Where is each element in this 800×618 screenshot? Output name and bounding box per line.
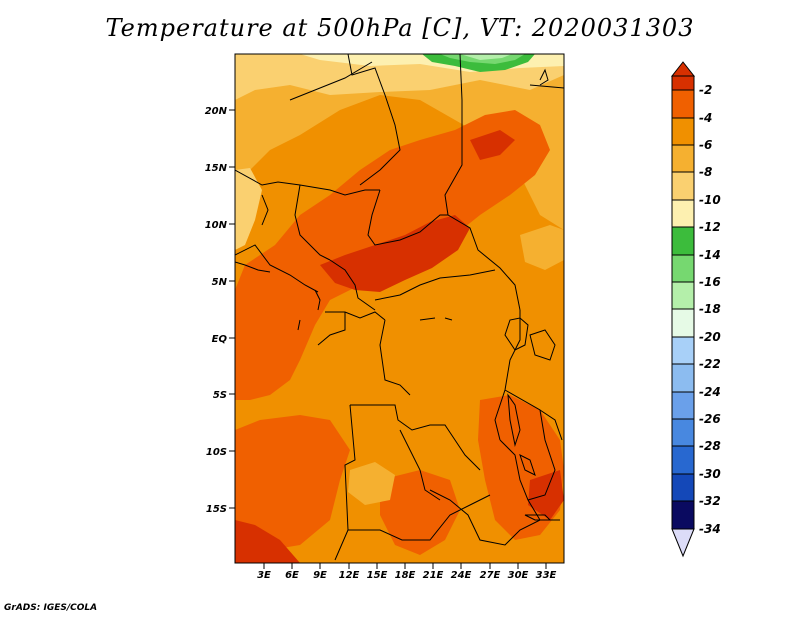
lat-tick-10S: 10S	[206, 447, 235, 458]
lat-label-5N: 5N	[212, 277, 228, 288]
lon-tick-30E: 30E	[508, 563, 529, 581]
colorbar-label-30: -30	[699, 467, 721, 481]
lat-tick-15N: 15N	[205, 163, 235, 174]
colorbar-label-18: -18	[699, 302, 721, 316]
colorbar-swatch-4-6	[671, 117, 695, 146]
colorbar-label-12: -12	[699, 220, 721, 234]
chart-title: Temperature at 500hPa [C], VT: 202003130…	[105, 14, 695, 42]
lat-label-20N: 20N	[205, 106, 228, 117]
lat-tick-5N: 5N	[212, 277, 235, 288]
lat-label-5S: 5S	[213, 390, 227, 401]
colorbar-swatch-16-18	[671, 281, 695, 310]
lon-tick-27E: 27E	[480, 563, 501, 581]
lat-label-15S: 15S	[206, 504, 227, 515]
field-warm-south-central	[380, 470, 460, 555]
colorbar-swatch-28-30	[671, 445, 695, 475]
colorbar-label-10: -10	[699, 193, 721, 207]
colorbar-swatch-above-2	[671, 75, 695, 91]
field-warm-core-east	[470, 130, 515, 160]
field-warm-south-edge	[235, 520, 300, 563]
colorbar-label-34: -34	[699, 522, 721, 536]
colorbar-label-14: -14	[699, 248, 721, 262]
colorbar-swatch-12-14	[671, 226, 695, 256]
field-cool-east	[520, 225, 564, 270]
colorbar-label-28: -28	[699, 439, 721, 453]
lon-label-15E: 15E	[367, 570, 388, 581]
lon-tick-3E: 3E	[257, 563, 271, 581]
colorbar-swatch-22-24	[671, 363, 695, 393]
lat-label-15N: 15N	[205, 163, 228, 174]
lon-label-21E: 21E	[423, 570, 444, 581]
map-frame	[234, 53, 565, 564]
field-palegreen-north	[460, 54, 512, 60]
field-warm-core	[320, 215, 470, 292]
field-warm-south	[235, 415, 350, 563]
lon-label-3E: 3E	[257, 570, 271, 581]
lat-label-EQ: EQ	[212, 334, 228, 345]
colorbar-swatch-26-28	[671, 418, 695, 447]
colorbar-label-2: -2	[699, 83, 712, 97]
lon-label-12E: 12E	[339, 570, 360, 581]
lat-label-10S: 10S	[206, 447, 227, 458]
lon-tick-33E: 33E	[536, 563, 557, 581]
colorbar-label-4: -4	[699, 111, 712, 125]
field-warm-southeast-core	[528, 470, 564, 520]
colorbar-label-24: -24	[699, 385, 721, 399]
lon-label-27E: 27E	[480, 570, 501, 581]
lon-tick-24E: 24E	[451, 563, 472, 581]
lat-tick-EQ: EQ	[212, 334, 235, 345]
colorbar-swatch-20-22	[671, 336, 695, 365]
colorbar-swatch-2-4	[671, 89, 695, 119]
colorbar-swatch-6-8	[671, 144, 695, 173]
colorbar-swatch-14-16	[671, 254, 695, 283]
colorbar-swatch-18-20	[671, 308, 695, 338]
colorbar-top-arrow	[670, 61, 696, 77]
lat-tick-10N: 10N	[205, 220, 235, 231]
colorbar-swatch-24-26	[671, 391, 695, 420]
lon-tick-9E: 9E	[313, 563, 327, 581]
lon-tick-18E: 18E	[395, 563, 416, 581]
grads-credit: GrADS: IGES/COLA	[4, 603, 98, 613]
colorbar-label-8: -8	[699, 165, 712, 179]
lon-label-30E: 30E	[508, 570, 529, 581]
country-borders	[235, 54, 564, 561]
colorbar-swatch-10-12	[671, 199, 695, 228]
lat-axis: 20N 15N 10N 5N EQ 5S 10S 15S	[205, 106, 235, 515]
colorbar-bottom-arrow	[671, 528, 695, 558]
colorbar-label-26: -26	[699, 412, 721, 426]
lat-label-10N: 10N	[205, 220, 228, 231]
lon-tick-21E: 21E	[423, 563, 444, 581]
lon-axis: 3E 6E 9E 12E 15E 18E 21E 24E 27E 30E 33E	[257, 563, 557, 581]
lon-label-33E: 33E	[536, 570, 557, 581]
lon-tick-15E: 15E	[367, 563, 388, 581]
lon-label-18E: 18E	[395, 570, 416, 581]
lat-tick-5S: 5S	[213, 390, 235, 401]
field-cool-northwest	[235, 168, 262, 250]
field-cold-north	[235, 54, 564, 230]
colorbar-swatch-30-32	[671, 473, 695, 502]
colorbar-swatch-8-10	[671, 171, 695, 201]
colorbar-label-22: -22	[699, 357, 721, 371]
lon-label-6E: 6E	[285, 570, 299, 581]
map-plot	[234, 53, 565, 564]
field-cool-south	[348, 462, 395, 505]
colorbar-label-16: -16	[699, 275, 721, 289]
lon-tick-12E: 12E	[339, 563, 360, 581]
colorbar: -2 -4 -6 -8 -10 -12 -14 -16 -18 -20 -22 …	[670, 61, 721, 558]
lon-tick-6E: 6E	[285, 563, 299, 581]
lon-label-24E: 24E	[451, 570, 472, 581]
lon-label-9E: 9E	[313, 570, 327, 581]
lat-tick-20N: 20N	[205, 106, 235, 117]
lat-tick-15S: 15S	[206, 504, 235, 515]
colorbar-label-32: -32	[699, 494, 721, 508]
colorbar-swatch-32-34	[671, 500, 695, 530]
colorbar-label-20: -20	[699, 330, 721, 344]
colorbar-label-6: -6	[699, 138, 712, 152]
